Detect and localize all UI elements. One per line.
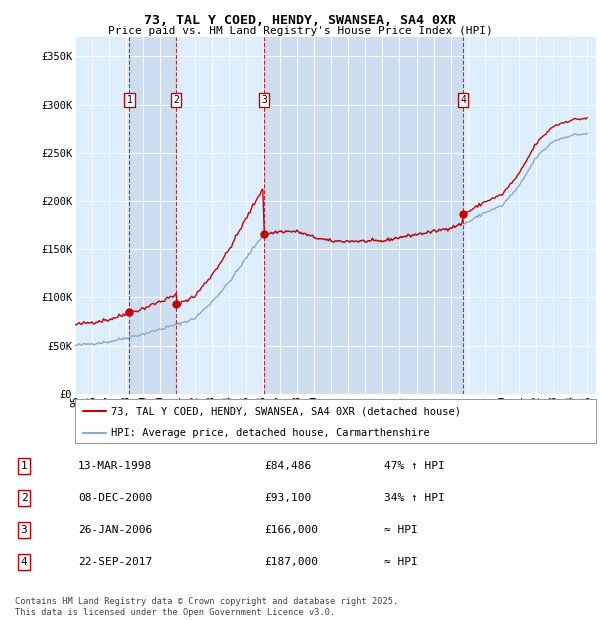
Text: 2: 2	[173, 95, 179, 105]
Text: ≈ HPI: ≈ HPI	[384, 525, 418, 535]
Text: 3: 3	[261, 95, 267, 105]
Text: 73, TAL Y COED, HENDY, SWANSEA, SA4 0XR: 73, TAL Y COED, HENDY, SWANSEA, SA4 0XR	[144, 14, 456, 27]
Text: 26-JAN-2006: 26-JAN-2006	[78, 525, 152, 535]
Text: HPI: Average price, detached house, Carmarthenshire: HPI: Average price, detached house, Carm…	[112, 428, 430, 438]
Bar	[264, 37, 463, 394]
Text: 4: 4	[460, 95, 466, 105]
Text: £84,486: £84,486	[264, 461, 311, 471]
Text: Contains HM Land Registry data © Crown copyright and database right 2025.
This d: Contains HM Land Registry data © Crown c…	[15, 598, 398, 617]
Text: £166,000: £166,000	[264, 525, 318, 535]
Text: 3: 3	[20, 525, 28, 535]
Text: Price paid vs. HM Land Registry's House Price Index (HPI): Price paid vs. HM Land Registry's House …	[107, 26, 493, 36]
Text: £93,100: £93,100	[264, 493, 311, 503]
Text: 4: 4	[20, 557, 28, 567]
Bar	[130, 37, 176, 394]
Text: 13-MAR-1998: 13-MAR-1998	[78, 461, 152, 471]
Text: 34% ↑ HPI: 34% ↑ HPI	[384, 493, 445, 503]
Text: ≈ HPI: ≈ HPI	[384, 557, 418, 567]
Text: 73, TAL Y COED, HENDY, SWANSEA, SA4 0XR (detached house): 73, TAL Y COED, HENDY, SWANSEA, SA4 0XR …	[112, 406, 461, 416]
Text: 2: 2	[20, 493, 28, 503]
Text: 22-SEP-2017: 22-SEP-2017	[78, 557, 152, 567]
Text: 47% ↑ HPI: 47% ↑ HPI	[384, 461, 445, 471]
Text: 1: 1	[127, 95, 133, 105]
Text: 08-DEC-2000: 08-DEC-2000	[78, 493, 152, 503]
Text: 1: 1	[20, 461, 28, 471]
Text: £187,000: £187,000	[264, 557, 318, 567]
